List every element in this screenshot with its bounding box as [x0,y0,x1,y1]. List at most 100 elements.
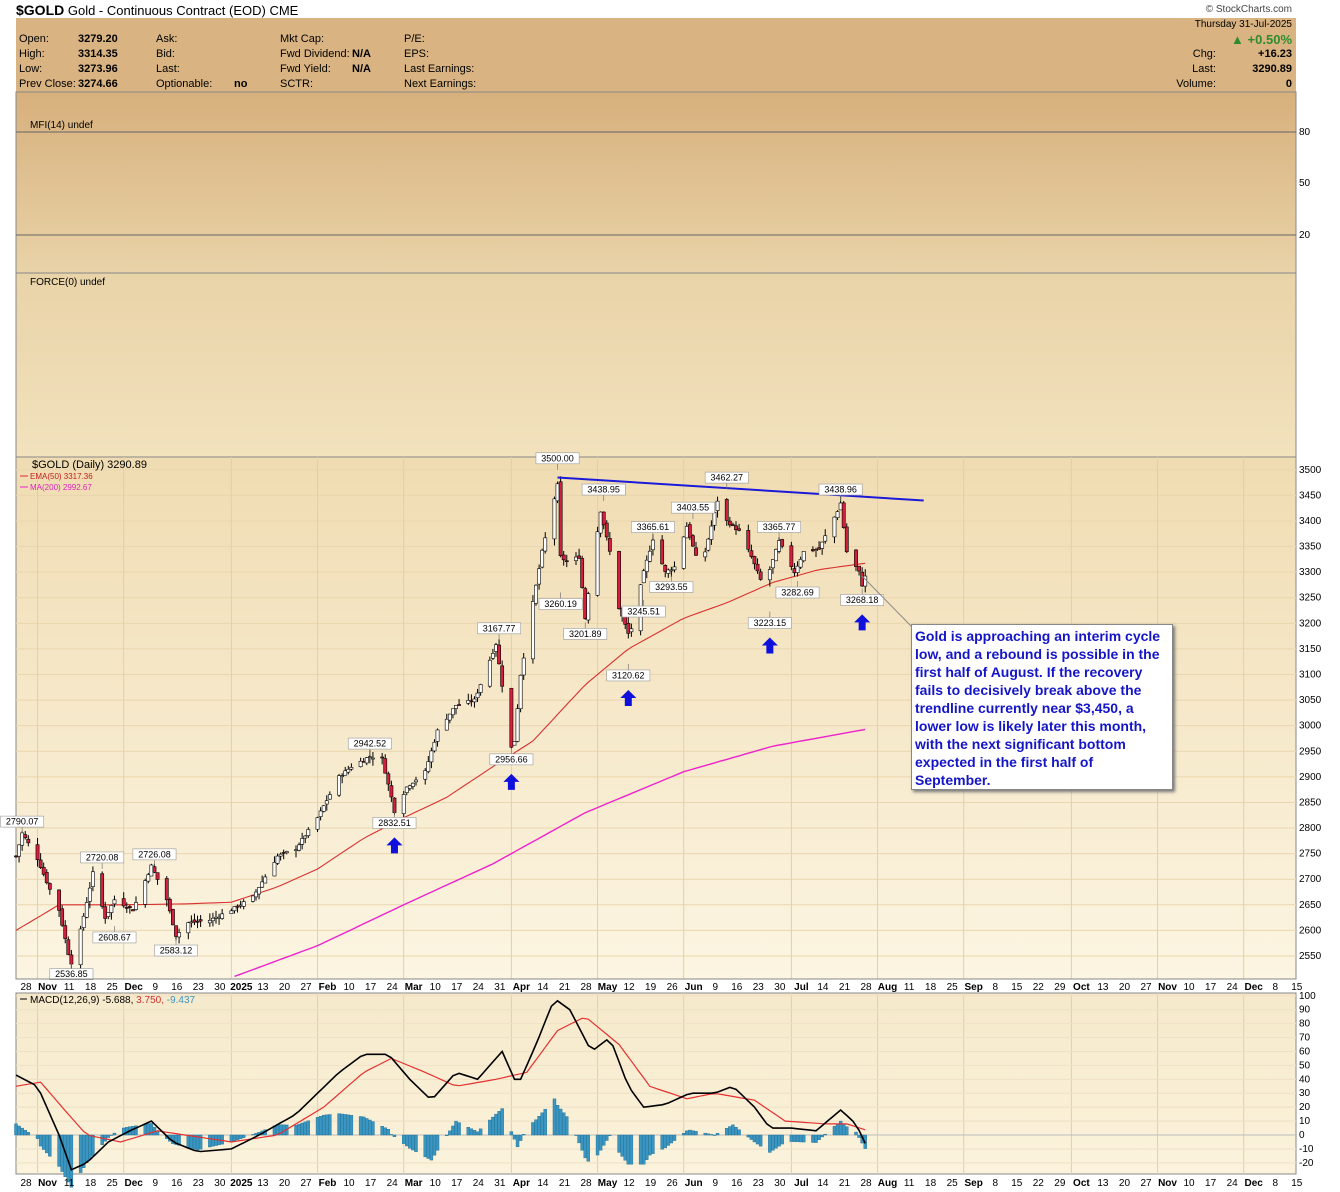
macd-x-tick: Dec [125,1178,144,1189]
eps-label: EPS: [404,48,430,60]
price-label: 3223.15 [754,618,787,628]
price-label-box [649,581,694,593]
candle-down [44,872,49,884]
candle-up [478,684,483,693]
macd-x-tick: 17 [365,1178,377,1189]
macd-histogram-bar [451,1125,455,1136]
price-y-tick: 3450 [1299,490,1322,501]
mfi-tick-20: 20 [1299,230,1311,241]
macd-histogram-bar [198,1134,203,1150]
price-label: 2583.12 [160,946,193,956]
price-label-box [747,617,792,629]
candle-up [278,853,283,857]
macd-histogram-bar [241,1134,246,1138]
macd-histogram-bar [712,1134,717,1136]
price-x-tick: 30 [774,982,786,993]
stockcharts-watermark: © StockCharts.com [1205,4,1292,15]
open-value: 3279.20 [78,33,118,45]
fwd-dividend-label: Fwd Dividend: [280,48,350,60]
prev-close-value: 3274.66 [78,78,118,90]
macd-histogram-bar [681,1133,686,1136]
candle-up [543,537,548,552]
candle-down [687,524,692,538]
macd-histogram-bar [749,1134,754,1140]
macd-x-tick: 13 [1097,1178,1109,1189]
chart-header: $GOLD Gold - Continuous Contract (EOD) C… [16,2,298,18]
price-x-tick: 11 [904,982,915,993]
price-x-tick: 16 [171,982,183,993]
force-panel-bg [15,272,1297,458]
candle-up [771,559,775,569]
candle-up [217,916,221,919]
candle-up [186,922,191,934]
candle-down [691,535,695,547]
candle-down [361,760,366,763]
macd-histogram-bar [623,1134,627,1161]
price-label: 3462.27 [710,473,743,483]
candle-down [752,556,757,565]
macd-histogram-bar [445,1134,449,1136]
macd-y-tick: 20 [1299,1102,1311,1113]
mfi-panel: 80 50 20 MFI(14) undef [15,91,1311,274]
macd-histogram-bar [608,1134,612,1136]
macd-histogram-bar [789,1134,794,1142]
macd-histogram-bar [620,1134,624,1157]
candle-down [500,665,505,687]
candle-up [494,644,498,652]
macd-histogram-bar [534,1119,538,1136]
macd-histogram-bar [186,1134,191,1148]
macd-histogram-bar [500,1108,504,1136]
price-x-tick: 21 [559,982,571,993]
macd-histogram-bar [361,1116,366,1136]
macd-x-tick: Nov [1158,1178,1177,1189]
macd-histogram-bar [660,1134,664,1150]
quote-date: Thursday 31-Jul-2025 [1194,19,1292,30]
macd-x-tick: 24 [387,1178,399,1189]
macd-histogram-bar [512,1134,517,1140]
candle-up [647,550,652,562]
macd-x-tick: 16 [731,1178,743,1189]
macd-x-tick: 29 [1054,1178,1066,1189]
macd-histogram-bar [626,1134,631,1165]
candle-down [497,644,501,665]
macd-histogram-bar [448,1130,452,1136]
price-label: 3403.55 [677,503,710,513]
macd-x-tick: 9 [152,1178,158,1189]
price-label: 2726.08 [138,849,171,859]
price-x-tick: 9 [712,982,718,993]
price-y-tick: 3400 [1299,516,1322,527]
price-x-tick: 26 [667,982,679,993]
annotation-box: Gold is approaching an interim cycle low… [911,624,1173,790]
candle-down [195,920,200,923]
macd-histogram-bar [475,1131,480,1136]
candle-down [780,539,785,547]
macd-histogram-bar [392,1134,397,1137]
macd-histogram-bar [768,1134,772,1153]
candle-down [509,687,514,748]
candle-up [706,538,711,551]
price-label-box [818,483,863,496]
macd-x-tick: 21 [559,1178,571,1189]
price-y-tick: 3100 [1299,670,1322,681]
macd-histogram-bar [691,1130,695,1136]
macd-histogram-bar [537,1116,541,1136]
price-y-tick: 2850 [1299,797,1322,808]
macd-histogram-bar [251,1134,255,1136]
candle-up [272,862,277,877]
candle-down [817,547,821,550]
price-y-tick: 3500 [1299,465,1322,476]
macd-y-tick: 40 [1299,1074,1311,1085]
macd-histogram-bar [325,1114,329,1136]
macd-histogram-bar [854,1131,858,1136]
price-x-tick: 2025 [230,982,253,993]
macd-histogram-bar [48,1134,52,1157]
price-label-box [757,521,801,533]
candle-up [515,708,520,742]
macd-histogram-bar [694,1131,698,1136]
macd-histogram-bar [734,1127,738,1136]
macd-histogram-bar [515,1134,520,1148]
candle-down [152,866,157,873]
price-y-tick: 2900 [1299,772,1322,783]
price-x-tick: 27 [1140,982,1152,993]
macd-histogram-bar [488,1119,492,1136]
